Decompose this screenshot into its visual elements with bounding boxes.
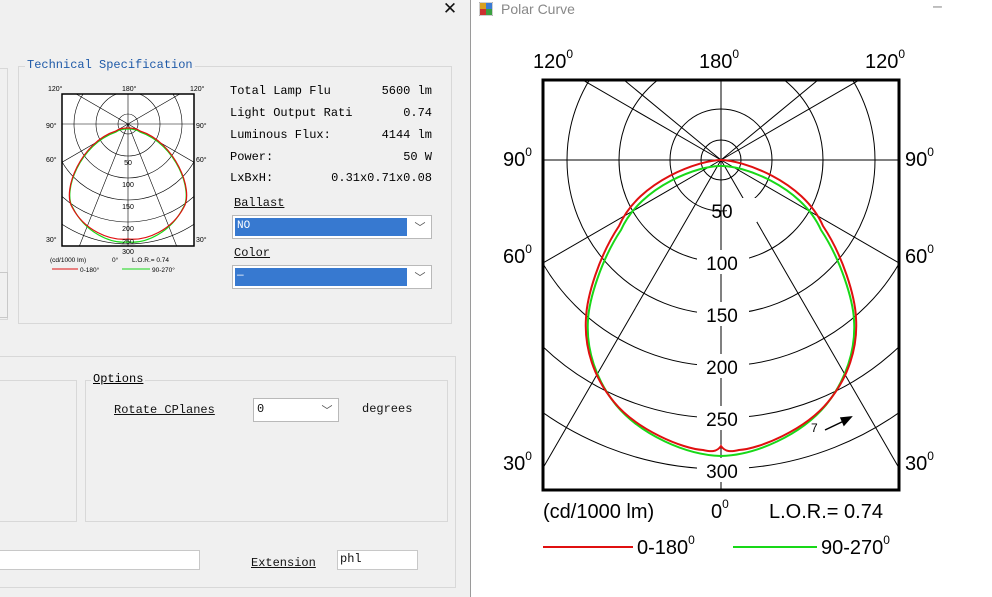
thumb-ring-300: 300 bbox=[122, 249, 134, 256]
angle-label-60-left: 600 bbox=[503, 242, 532, 268]
angle-label-120-left: 1200 bbox=[533, 47, 573, 73]
rotate-cplanes-label: Rotate CPlanes bbox=[114, 403, 215, 417]
thumb-angle-90-right: 90° bbox=[196, 122, 207, 130]
angle-label-180: 1800 bbox=[699, 47, 739, 73]
spec-row-dimensions: LxBxH: 0.31x0.71x0.08 bbox=[230, 171, 432, 185]
ballast-combo[interactable]: NO ﹀ bbox=[232, 215, 432, 239]
left-edge-button[interactable] bbox=[0, 272, 8, 318]
properties-dialog: ✕ Technical Specification bbox=[0, 0, 468, 597]
extension-field[interactable]: phl bbox=[337, 550, 418, 570]
curve-90-270 bbox=[586, 164, 856, 458]
thumb-ring-100: 100 bbox=[122, 182, 134, 189]
spec-row-light-output-ratio: Light Output Rati 0.74 bbox=[230, 106, 432, 120]
ring-label-100: 100 bbox=[706, 254, 738, 275]
thumb-lor-text: L.O.R.= 0.74 bbox=[132, 257, 169, 264]
angle-label-30-left: 300 bbox=[503, 449, 532, 475]
thumb-angle-60-left: 60° bbox=[46, 156, 57, 164]
thumb-zero-text: 0° bbox=[112, 256, 119, 264]
angle-label-30-right: 300 bbox=[905, 449, 934, 475]
color-label: Color bbox=[234, 246, 271, 260]
angle-label-90-left: 900 bbox=[503, 145, 532, 171]
thumb-angle-90-left: 90° bbox=[46, 122, 57, 130]
legend-label-90-270: 90-2700 bbox=[821, 533, 890, 559]
polar-curve-window: Polar Curve – bbox=[470, 0, 992, 597]
thumb-ring-200: 200 bbox=[122, 226, 134, 233]
spec-row-power: Power: 50 W bbox=[230, 150, 432, 164]
minimize-button[interactable]: – bbox=[933, 0, 942, 15]
path-field[interactable] bbox=[0, 550, 200, 570]
legend-label-0-180: 0-1800 bbox=[637, 533, 695, 559]
close-button[interactable]: ✕ bbox=[442, 0, 458, 18]
lor-label: L.O.R.= 0.74 bbox=[769, 501, 883, 523]
polar-chart: 50 100 150 200 250 300 7 1200 1800 1200 … bbox=[503, 47, 934, 559]
options-group bbox=[85, 380, 448, 522]
ring-label-200: 200 bbox=[706, 358, 738, 379]
unit-label: (cd/1000 lm) bbox=[543, 501, 654, 523]
ring-label-50: 50 bbox=[711, 202, 732, 223]
ring-label-300: 300 bbox=[706, 462, 738, 483]
angle-label-60-right: 600 bbox=[905, 242, 934, 268]
rotate-cplanes-value: 0 bbox=[257, 402, 265, 416]
thumb-unit-text: (cd/1000 lm) bbox=[50, 257, 86, 264]
thumb-ring-150: 150 bbox=[122, 204, 134, 211]
options-title: Options bbox=[91, 372, 146, 386]
angle-label-120-right: 1200 bbox=[865, 47, 905, 73]
extension-value: phl bbox=[340, 552, 362, 566]
rotate-cplanes-unit: degrees bbox=[362, 402, 413, 416]
ring-label-150: 150 bbox=[706, 306, 738, 327]
thumb-legend-b: 90-270° bbox=[152, 266, 175, 274]
thumb-angle-120-right: 120° bbox=[190, 85, 205, 93]
thumb-angle-30-left: 30° bbox=[46, 236, 57, 244]
tech-spec-title: Technical Specification bbox=[25, 58, 195, 72]
chevron-down-icon[interactable]: ﹀ bbox=[414, 272, 426, 284]
polar-thumbnail: 50 100 150 200 250 120° 180° 120° 90° 90… bbox=[46, 85, 207, 274]
angle-label-90-right: 900 bbox=[905, 145, 934, 171]
left-edge-frame bbox=[0, 68, 8, 320]
lower-left-group bbox=[0, 380, 77, 522]
thumb-angle-60-right: 60° bbox=[196, 156, 207, 164]
ballast-selected-value: NO bbox=[235, 218, 407, 236]
marker-label: 7 bbox=[811, 421, 818, 435]
thumb-angle-30-right: 30° bbox=[196, 236, 207, 244]
thumb-legend-a: 0-180° bbox=[80, 266, 100, 274]
angle-label-0: 00 bbox=[711, 497, 729, 523]
chevron-down-icon[interactable]: ﹀ bbox=[321, 405, 333, 417]
window-title: Polar Curve bbox=[501, 1, 575, 17]
thumb-ring-50: 50 bbox=[124, 160, 132, 167]
tech-spec-group bbox=[18, 66, 452, 324]
spec-row-total-lamp-flux: Total Lamp Flu 5600 lm bbox=[230, 84, 432, 98]
lower-panel bbox=[0, 356, 456, 588]
rotate-cplanes-combo[interactable]: 0 ﹀ bbox=[253, 398, 339, 422]
color-selected-value: — bbox=[235, 268, 407, 286]
chevron-down-icon[interactable]: ﹀ bbox=[414, 222, 426, 234]
thumb-ring-250: 250 bbox=[122, 239, 134, 246]
spec-row-luminous-flux: Luminous Flux: 4144 lm bbox=[230, 128, 432, 142]
color-combo[interactable]: — ﹀ bbox=[232, 265, 432, 289]
app-icon bbox=[479, 2, 493, 16]
thumb-angle-120-left: 120° bbox=[48, 85, 63, 93]
thumb-angle-180: 180° bbox=[122, 85, 137, 93]
ring-label-250: 250 bbox=[706, 410, 738, 431]
ballast-label: Ballast bbox=[234, 196, 285, 210]
curve-0-180 bbox=[584, 158, 858, 453]
extension-label: Extension bbox=[251, 556, 316, 570]
